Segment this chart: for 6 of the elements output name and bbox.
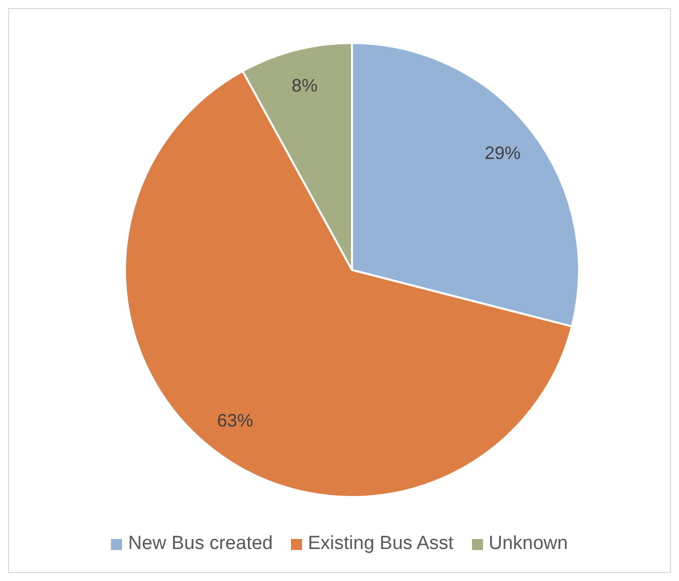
data-label: 63% [217,410,254,431]
legend-label: Existing Bus Asst [308,533,454,555]
data-label: 8% [292,75,318,96]
legend-label: New Bus created [128,533,273,555]
data-label: 29% [484,143,521,164]
legend-label: Unknown [488,533,568,555]
